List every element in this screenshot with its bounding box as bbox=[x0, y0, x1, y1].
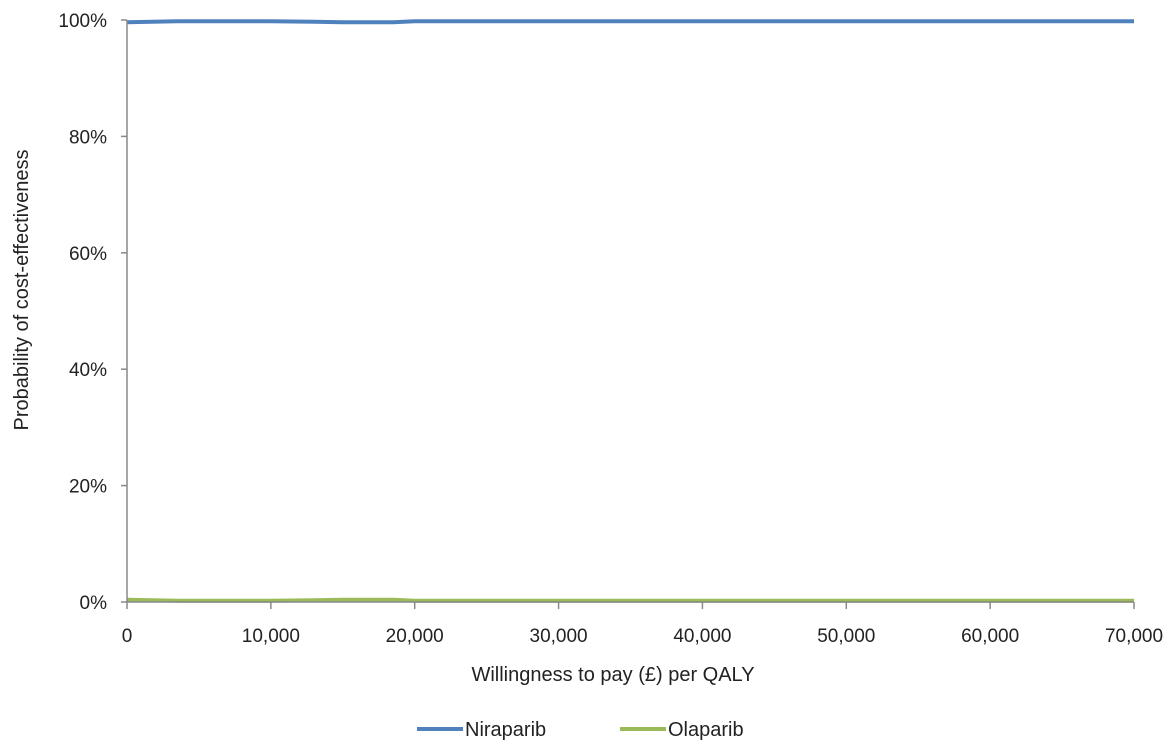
x-tick-label: 10,000 bbox=[242, 626, 300, 647]
x-tick-label: 40,000 bbox=[673, 626, 731, 647]
y-tick-label: 0% bbox=[80, 593, 108, 614]
x-tick-label: 50,000 bbox=[817, 626, 875, 647]
x-tick-label: 20,000 bbox=[386, 626, 444, 647]
y-axis-ticks: 0% 20% 40% 60% 80% 100% bbox=[58, 11, 127, 614]
x-tick-label: 60,000 bbox=[961, 626, 1019, 647]
x-axis-ticks: 0 10,000 20,000 30,000 40,000 50,000 60,000 70,… bbox=[122, 602, 1163, 647]
legend-label-olaparib: Olaparib bbox=[668, 719, 744, 741]
series-line-niraparib bbox=[126, 19, 1134, 25]
x-tick-label: 70,000 bbox=[1105, 626, 1163, 647]
series-line-olaparib bbox=[126, 597, 1134, 603]
legend-label-niraparib: Niraparib bbox=[465, 719, 546, 741]
y-tick-label: 40% bbox=[69, 360, 107, 381]
y-axis-title: Probability of cost-effectiveness bbox=[11, 150, 33, 431]
plot-area bbox=[126, 19, 1134, 603]
y-tick-label: 80% bbox=[69, 127, 107, 148]
y-tick-label: 100% bbox=[58, 11, 107, 32]
y-tick-label: 60% bbox=[69, 244, 107, 265]
x-tick-label: 0 bbox=[122, 626, 133, 647]
legend: Niraparib Olaparib bbox=[417, 719, 744, 741]
x-axis-title: Willingness to pay (£) per QALY bbox=[471, 664, 754, 686]
x-tick-label: 30,000 bbox=[530, 626, 588, 647]
y-tick-label: 20% bbox=[69, 477, 107, 498]
